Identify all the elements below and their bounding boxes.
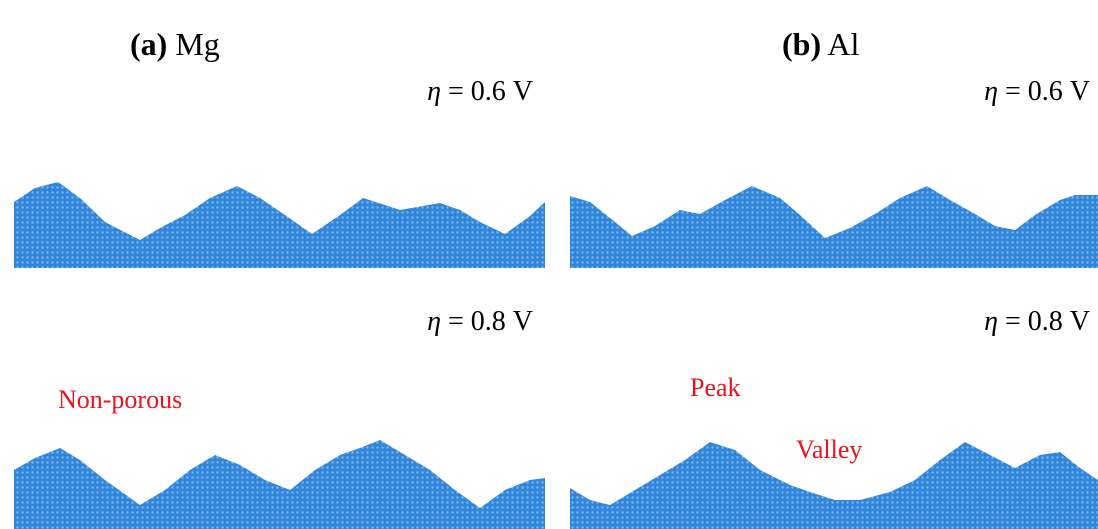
annotation: Non-porous	[58, 387, 182, 413]
annotation: Valley	[796, 437, 862, 463]
eta-symbol: η	[984, 306, 998, 337]
panel-label: (b)	[782, 26, 821, 62]
eta-value: = 0.6 V	[448, 76, 533, 107]
annotation: Peak	[690, 375, 741, 401]
eta-value: = 0.8 V	[1005, 306, 1090, 337]
overpotential: η = 0.6 V	[427, 78, 533, 106]
eta-value: = 0.8 V	[448, 306, 533, 337]
overpotential: η = 0.6 V	[984, 78, 1090, 106]
eta-symbol: η	[984, 76, 998, 107]
surface-profile	[14, 182, 545, 268]
panel-material: Mg	[175, 26, 219, 62]
overpotential: η = 0.8 V	[427, 308, 533, 336]
eta-symbol: η	[427, 76, 441, 107]
panel-title: (b) Al	[782, 28, 859, 60]
profiles	[0, 0, 1098, 529]
panel-title: (a) Mg	[130, 28, 220, 60]
overpotential: η = 0.8 V	[984, 308, 1090, 336]
surface-profile	[14, 440, 545, 529]
panel-material: Al	[827, 26, 859, 62]
figure: (a) Mg (b) Al η = 0.6 V η = 0.6 V η = 0.…	[0, 0, 1098, 529]
panel-label: (a)	[130, 26, 167, 62]
eta-value: = 0.6 V	[1005, 76, 1090, 107]
surface-profile	[570, 186, 1098, 268]
eta-symbol: η	[427, 306, 441, 337]
